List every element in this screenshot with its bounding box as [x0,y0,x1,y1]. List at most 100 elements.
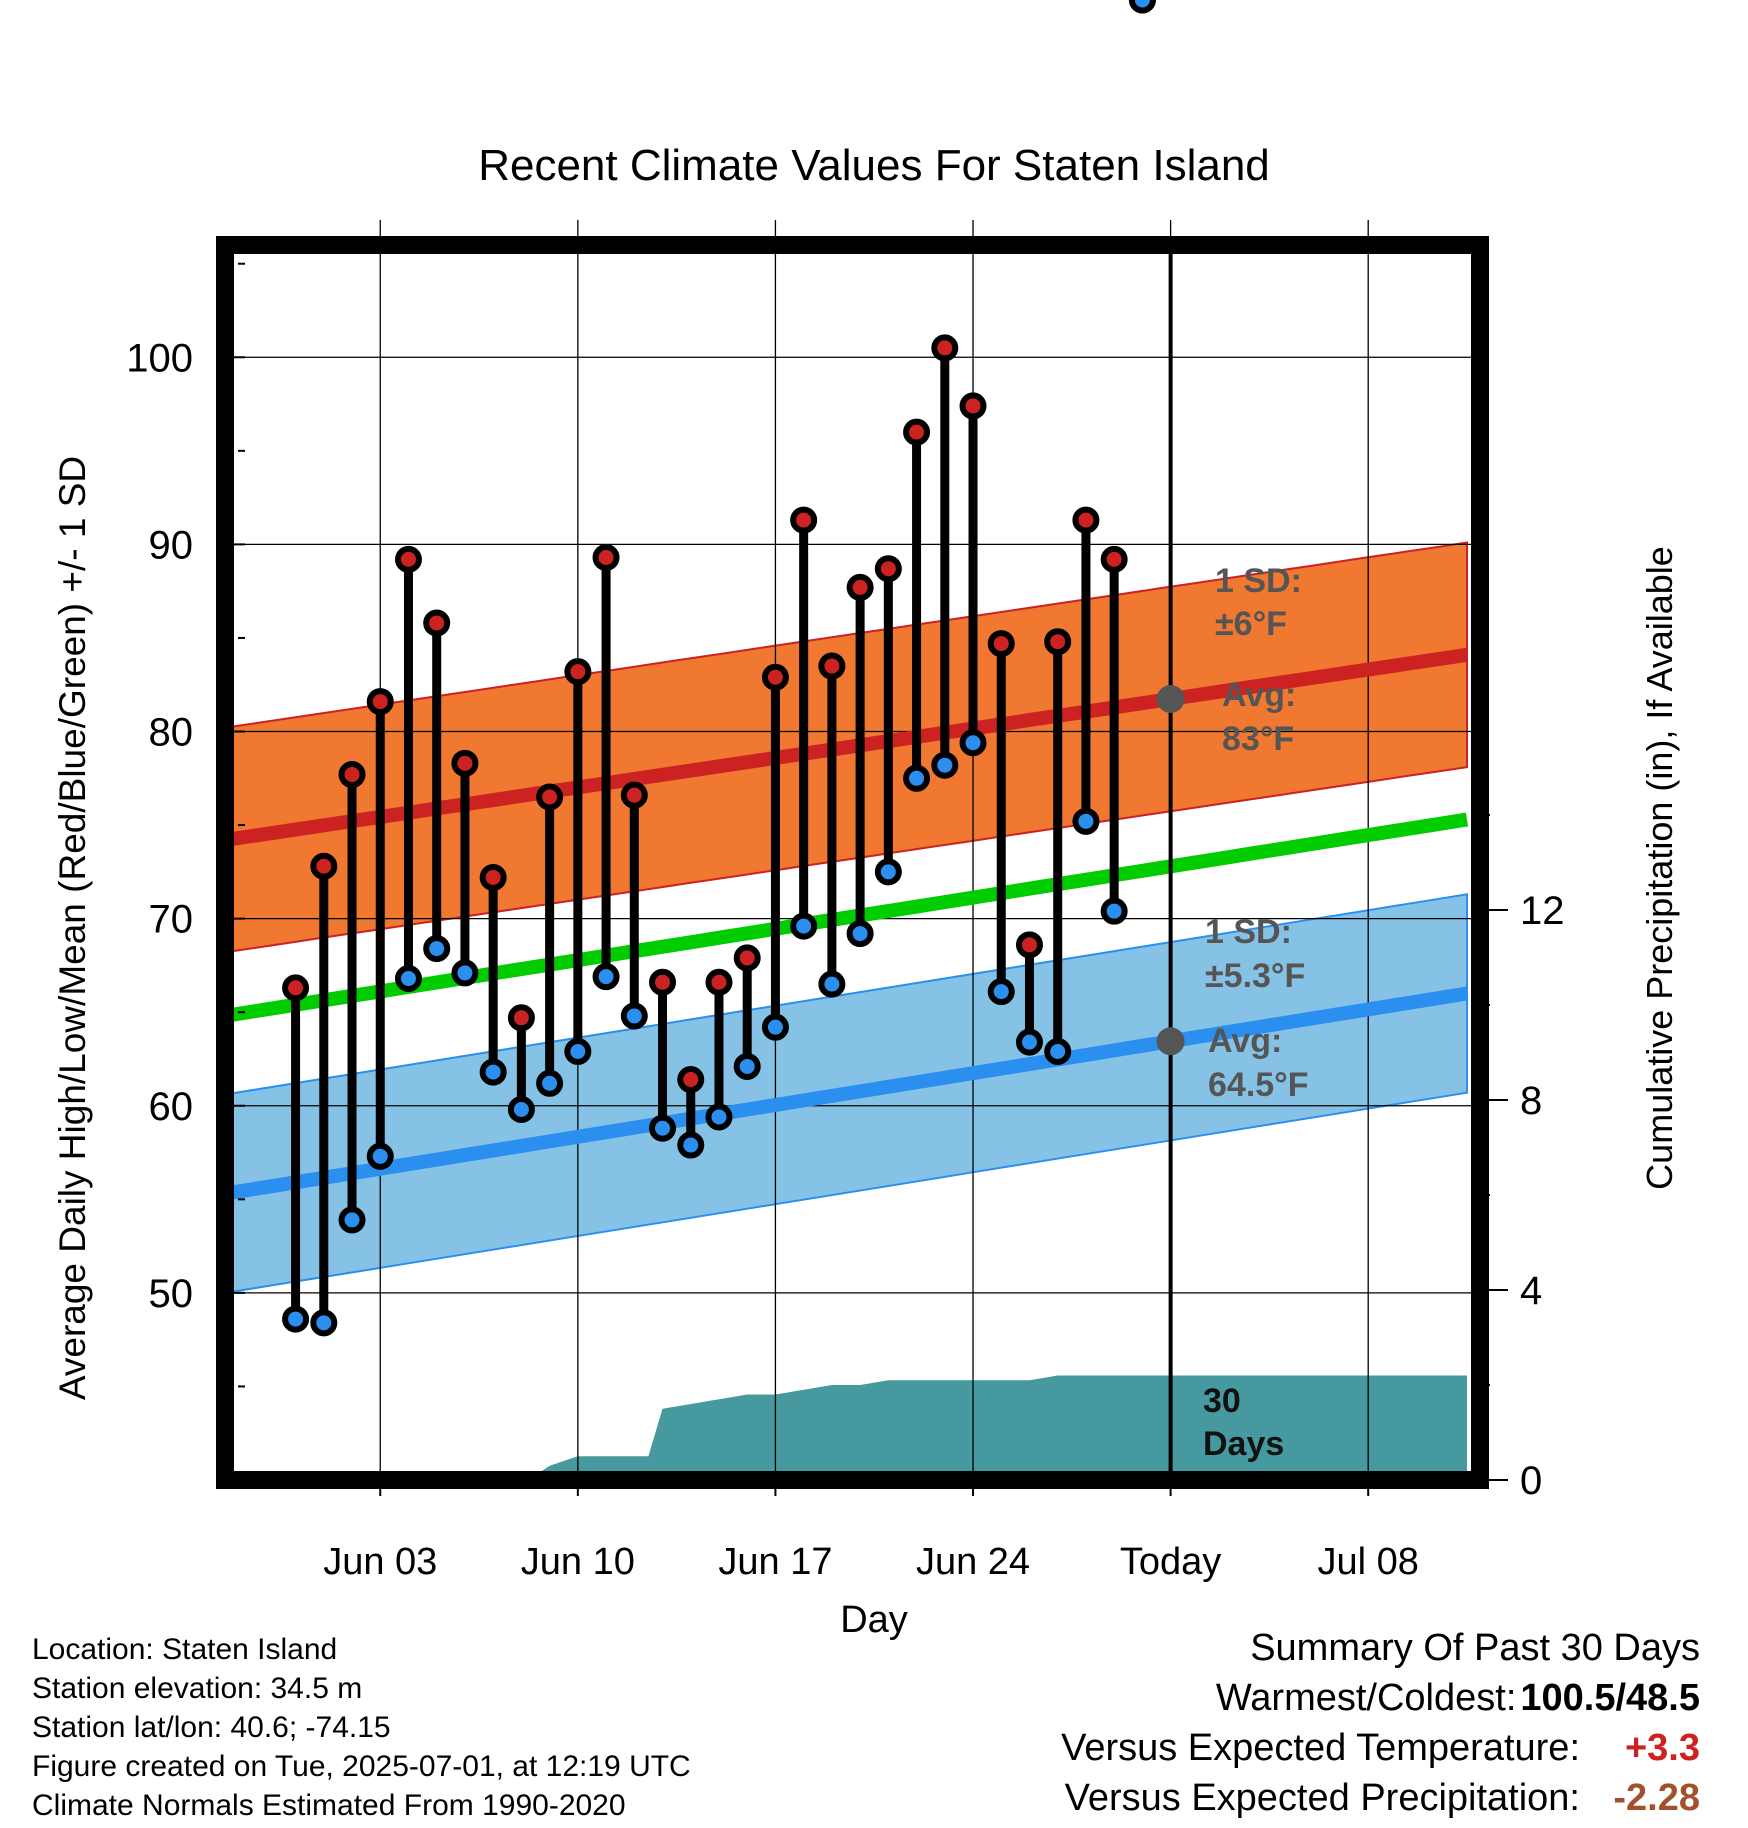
temp-label: Versus Expected Temperature: [1061,1727,1580,1769]
y2-axis-label: Cumulative Precipitation (in), If Availa… [1639,546,1680,1190]
y-tick-label: 90 [149,523,194,567]
daily-low-point [931,751,959,779]
daily-low-point [479,1058,507,1086]
latlon-text: Station lat/lon: 40.6; -74.15 [32,1711,391,1744]
daily-low-point [790,912,818,940]
daily-high-point [282,974,310,1002]
station-info: Location: Staten Island Station elevatio… [32,1630,691,1825]
y2-tick-label: 4 [1520,1269,1542,1313]
temp-value: +3.3 [1624,1727,1700,1769]
today-low-avg-dot [1156,1027,1185,1056]
daily-low-point [394,965,422,993]
high-avg-label: Avg: [1222,676,1296,714]
daily-high-point [423,609,451,637]
high-avg-value: 83°F [1222,720,1294,758]
daily-low-point [451,959,479,987]
normals-text: Climate Normals Estimated From 1990-2020 [32,1789,626,1822]
daily-high-point [1100,545,1128,573]
daily-low-point [338,1206,366,1234]
daily-low-point [1044,1037,1072,1065]
warm-cold-row: Warmest/Coldest: 100.5/48.5 [1061,1673,1700,1723]
daily-high-point [987,630,1015,658]
daily-low-point [536,1069,564,1097]
daily-high-point [394,545,422,573]
plot-area: 1 SD: ±6°F Avg: 83°F 1 SD: ±5.3°F Avg: 64.5°F 30… [126,0,1565,1583]
daily-high-point [931,334,959,362]
x-tick-label: Jul 08 [1318,1541,1419,1583]
plot-frame [216,236,1489,1489]
low-sd-value: ±5.3°F [1205,957,1305,995]
precip-value: -2.28 [1613,1777,1700,1819]
daily-high-point [620,781,648,809]
precip-label: Versus Expected Precipitation: [1064,1777,1580,1819]
y-tick-label: 80 [149,711,194,755]
daily-low-point [677,1131,705,1159]
daily-high-point [705,968,733,996]
daily-high-point [1072,506,1100,534]
daily-low-point [818,970,846,998]
x-tick-label: Jun 03 [323,1541,437,1583]
high-sd-label: 1 SD: [1215,562,1302,600]
daily-high-point [846,573,874,601]
daily-low-point [874,858,902,886]
daily-low-point [592,963,620,991]
y-axis-label: Average Daily High/Low/Mean (Red/Blue/Gr… [52,456,93,1400]
warm-cold-label: Warmest/Coldest: [1215,1677,1517,1719]
x-tick-label: Today [1120,1541,1221,1583]
daily-high-point [1044,628,1072,656]
normal-high-line [223,647,1469,847]
x-tick-label: Jun 17 [718,1541,832,1583]
daily-high-point [536,783,564,811]
daily-high-point [733,944,761,972]
y-tick-label: 50 [149,1272,194,1316]
x-tick-label: Jun 10 [521,1541,635,1583]
low-avg-label: Avg: [1208,1022,1282,1060]
y-tick-label: 70 [149,898,194,942]
daily-high-point [592,543,620,571]
daily-low-point [649,1114,677,1142]
precip-row: Versus Expected Precipitation: -2.28 [1061,1773,1700,1823]
summary-title: Summary Of Past 30 Days [1250,1627,1700,1669]
daily-low-point [987,978,1015,1006]
daily-high-point [310,852,338,880]
daily-low-point [423,935,451,963]
y2-tick-label: 0 [1520,1459,1542,1503]
daily-low-point [564,1037,592,1065]
daily-high-point [564,658,592,686]
daily-high-point [959,392,987,420]
daily-high-point [451,749,479,777]
daily-low-point [761,1013,789,1041]
daily-high-point [649,968,677,996]
daily-low-point [1128,0,1156,14]
period-count: 30 [1203,1382,1241,1420]
x-axis-label: Day [840,1599,908,1641]
daily-high-point [1015,931,1043,959]
daily-high-point [903,418,931,446]
temp-row: Versus Expected Temperature: +3.3 [1061,1723,1700,1773]
daily-high-point [677,1066,705,1094]
x-tick-label: Jun 24 [916,1541,1030,1583]
daily-high-point [818,652,846,680]
daily-high-point [790,506,818,534]
daily-high-point [507,1004,535,1032]
y2-tick-label: 12 [1520,889,1565,933]
daily-high-point [338,761,366,789]
daily-low-point [1072,807,1100,835]
today-high-avg-dot [1156,685,1185,714]
daily-low-point [846,920,874,948]
normal-low-line [223,986,1469,1201]
warm-cold-value: 100.5/48.5 [1520,1677,1700,1719]
normal-mean-line [223,812,1469,1023]
daily-low-point [1015,1028,1043,1056]
daily-high-point [874,555,902,583]
period-unit: Days [1203,1425,1284,1463]
y-tick-label: 100 [126,336,193,380]
daily-low-point [507,1096,535,1123]
daily-high-point [761,663,789,691]
daily-low-point [733,1052,761,1080]
daily-low-point [959,729,987,757]
daily-low-point [366,1142,394,1170]
daily-high-point [366,688,394,716]
daily-low-point [310,1309,338,1337]
